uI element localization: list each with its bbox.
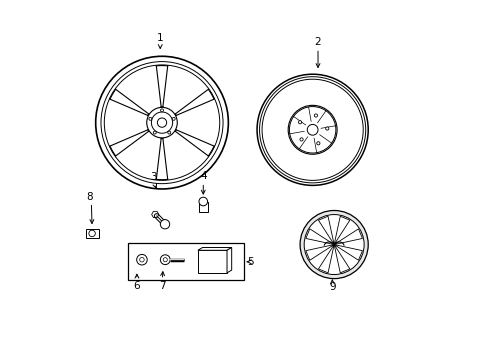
Circle shape: [163, 258, 167, 262]
Circle shape: [160, 220, 169, 229]
Circle shape: [172, 117, 175, 120]
Circle shape: [140, 257, 144, 262]
Polygon shape: [226, 247, 231, 273]
Text: 4: 4: [200, 171, 206, 181]
Text: 3: 3: [149, 172, 156, 182]
Circle shape: [160, 109, 163, 112]
Text: 2: 2: [314, 37, 321, 46]
Circle shape: [89, 230, 95, 237]
Circle shape: [300, 211, 367, 279]
Circle shape: [316, 142, 319, 145]
Circle shape: [148, 117, 151, 120]
Circle shape: [314, 114, 317, 117]
Circle shape: [287, 105, 336, 154]
Text: 7: 7: [159, 281, 165, 291]
Circle shape: [153, 131, 156, 134]
Text: 5: 5: [247, 257, 253, 267]
Circle shape: [325, 127, 328, 130]
Circle shape: [160, 255, 170, 265]
Bar: [128, 243, 244, 280]
Circle shape: [157, 118, 166, 127]
Polygon shape: [198, 247, 231, 250]
Bar: [199, 202, 207, 212]
Circle shape: [304, 215, 364, 275]
Circle shape: [306, 125, 317, 135]
Text: 8: 8: [86, 192, 93, 202]
Text: 6: 6: [133, 281, 140, 291]
Circle shape: [299, 138, 303, 141]
Text: 9: 9: [328, 282, 335, 292]
Circle shape: [146, 107, 177, 138]
Circle shape: [151, 112, 172, 133]
Text: 1: 1: [157, 33, 163, 42]
Circle shape: [199, 197, 207, 206]
Circle shape: [298, 121, 301, 124]
Circle shape: [167, 131, 170, 134]
Bar: [198, 250, 226, 273]
Circle shape: [136, 255, 147, 265]
Bar: [85, 229, 99, 238]
